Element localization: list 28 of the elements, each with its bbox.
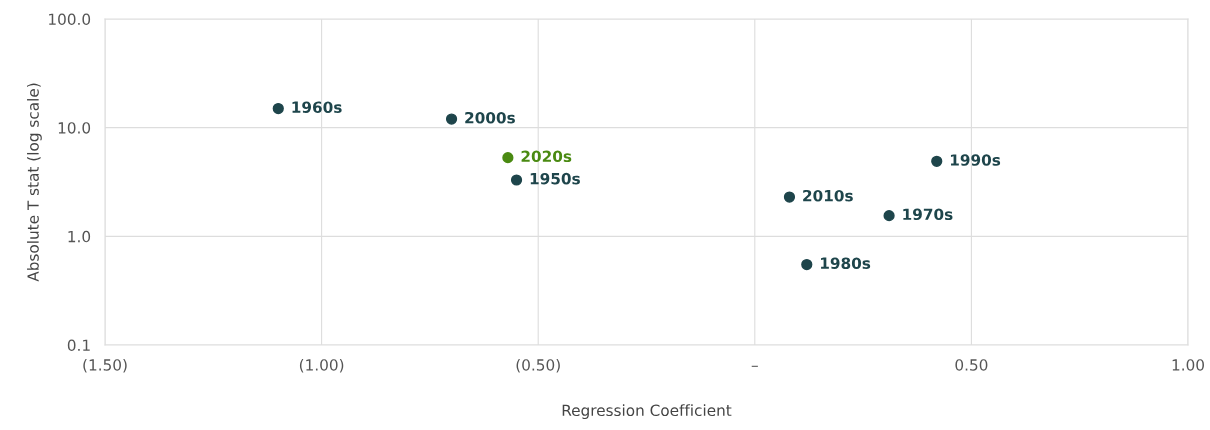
point (883, 210, 895, 222)
series-label: 1950s (530, 172, 580, 185)
point (783, 191, 796, 203)
x-tick-label: 1.00 (1172, 359, 1204, 371)
x-tick-label: – (751, 365, 758, 367)
x-tick-label: (1.50) (83, 358, 127, 373)
point (801, 258, 813, 271)
series-label: 1980s (821, 257, 871, 269)
y-tick-label: 0.1 (67, 339, 90, 352)
series-label: 1990s (950, 154, 1001, 166)
point (931, 155, 943, 167)
y-tick-label: 10.0 (58, 122, 91, 134)
series-label: 1960s (292, 101, 342, 113)
y-axis-title: Absolute T stat (log scale) (27, 83, 42, 282)
y-tick-label: 1.0 (68, 230, 91, 243)
x-axis-title: Regression Coefficient (562, 404, 732, 420)
x-tick-label: (1.00) (299, 358, 344, 373)
point (502, 152, 514, 164)
y-tick-label: 100.0 (49, 13, 91, 26)
x-tick-label: (0.50) (516, 358, 560, 373)
series-label: 2020s (521, 150, 572, 163)
series-label: 1970s (903, 208, 953, 221)
x-tick-label: 0.50 (955, 359, 988, 371)
series-label: 2000s (465, 111, 515, 124)
point (510, 174, 523, 186)
point (272, 102, 284, 115)
point (445, 113, 458, 125)
series-label: 2010s (803, 189, 853, 202)
